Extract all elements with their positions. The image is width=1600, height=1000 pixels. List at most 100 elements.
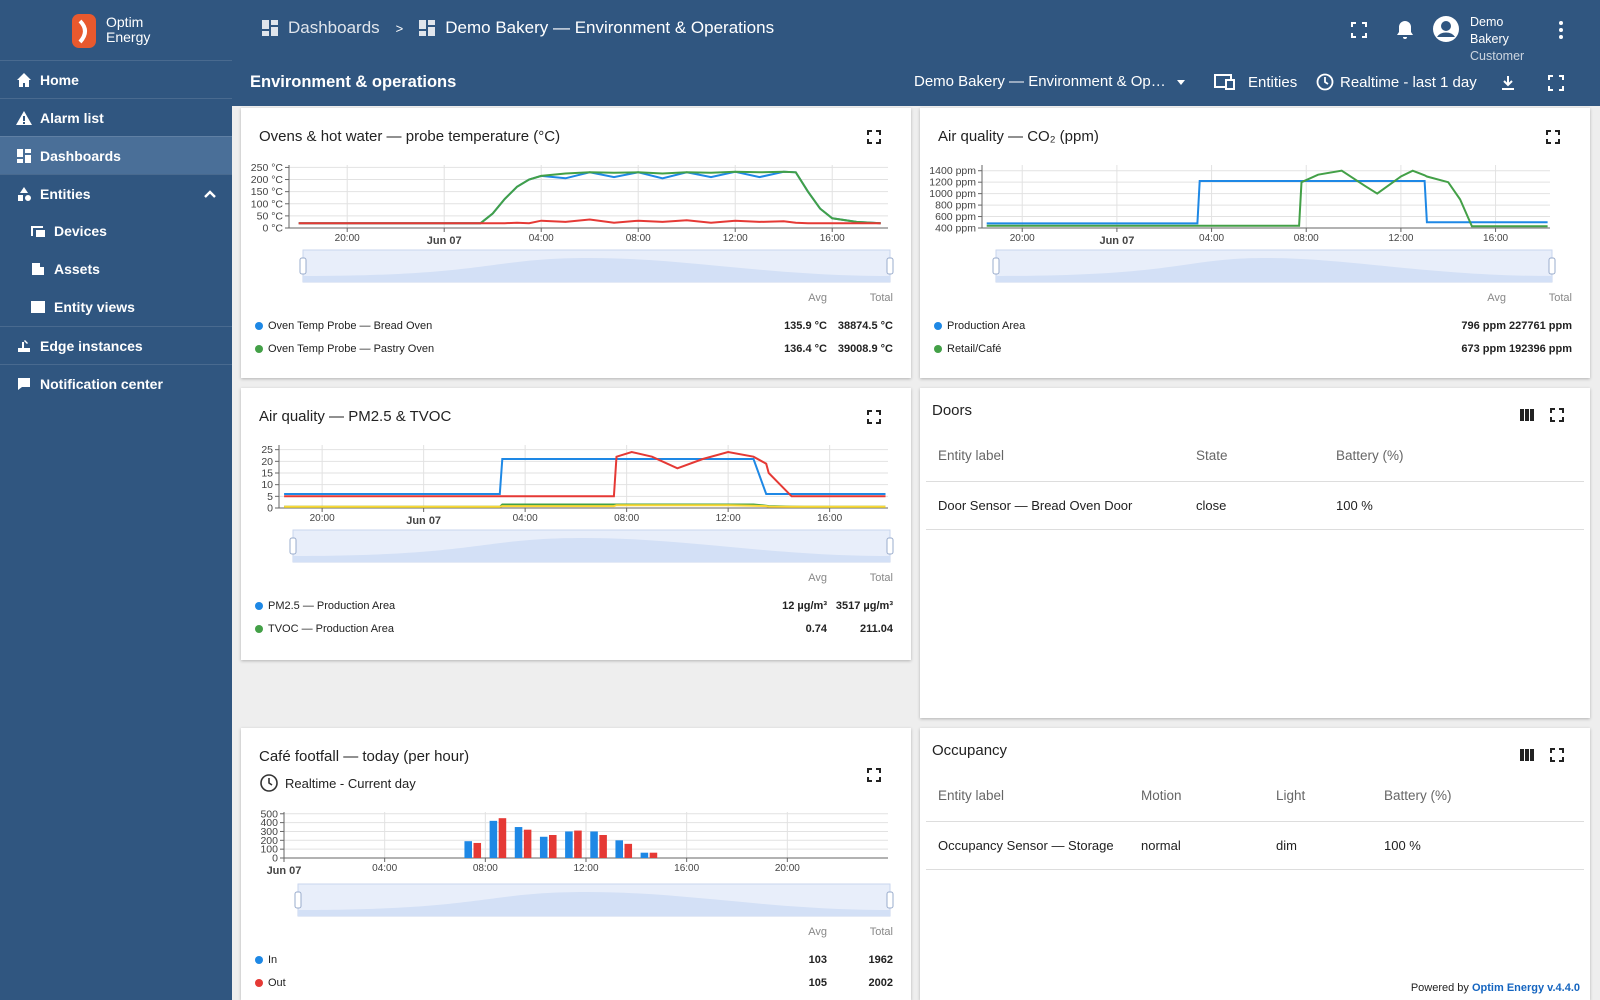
legend-item[interactable]: Production Area: [934, 320, 1025, 332]
menu-item[interactable]: Alarm list: [0, 98, 232, 136]
legend-item[interactable]: Out: [255, 977, 286, 989]
navigator-handle[interactable]: [294, 891, 302, 909]
expand-button[interactable]: [1550, 408, 1564, 422]
logo-text: Optim: [106, 14, 143, 30]
menu-item[interactable]: Home: [0, 60, 232, 98]
navigator-handle[interactable]: [1548, 257, 1556, 275]
navigator-handle[interactable]: [886, 891, 894, 909]
menu-item[interactable]: Assets: [0, 250, 232, 288]
table-widget: Doors Entity label State Battery (%) Door Se…: [920, 388, 1590, 718]
menu-item[interactable]: Dashboards: [0, 136, 232, 174]
x-tick-label: 04:00: [529, 233, 554, 244]
legend-total: 211.04: [859, 623, 893, 635]
menu-label: Home: [40, 71, 79, 88]
timewindow: Realtime - Current day: [259, 773, 416, 793]
bar: [539, 836, 548, 858]
more-button[interactable]: [1558, 20, 1564, 40]
y-tick-label: 20: [261, 456, 273, 468]
legend-item[interactable]: PM2.5 — Production Area: [255, 600, 395, 612]
navigator-handle[interactable]: [289, 537, 297, 555]
table-header: Entity label State Battery (%): [926, 438, 1584, 482]
state-select[interactable]: Demo Bakery — Environment & Op…: [914, 73, 1190, 90]
notifications-button[interactable]: [1396, 20, 1414, 40]
y-tick-label: 15: [261, 468, 273, 480]
legend-item[interactable]: Oven Temp Probe — Pastry Oven: [255, 343, 434, 355]
navigator-handle[interactable]: [886, 537, 894, 555]
column-header[interactable]: Entity label: [938, 448, 1005, 463]
y-tick-label: 150 °C: [251, 186, 284, 198]
logo-text: Energy: [106, 29, 150, 45]
column-header[interactable]: Entity label: [938, 788, 1005, 803]
column-header[interactable]: Motion: [1141, 788, 1182, 803]
avatar[interactable]: [1432, 15, 1460, 43]
expand-button[interactable]: [1550, 748, 1564, 762]
x-tick-label: 12:00: [573, 863, 598, 874]
fullscreen-button[interactable]: [1351, 22, 1367, 38]
columns-button[interactable]: [1520, 408, 1534, 422]
table-row[interactable]: Door Sensor — Bread Oven Door close 100 %: [926, 482, 1584, 530]
bar: [574, 830, 582, 858]
icon-shape: [31, 226, 45, 237]
x-tick-label: 16:00: [820, 233, 845, 244]
menu-item[interactable]: Entities: [0, 174, 232, 212]
icon-shape: [1520, 749, 1534, 761]
timewindow-button[interactable]: Realtime - last 1 day: [1316, 73, 1477, 91]
columns-button[interactable]: [1520, 748, 1534, 762]
x-tick-label: Jun 07: [1099, 235, 1134, 247]
legend-dot: [255, 979, 263, 987]
legend-header: Total: [869, 292, 893, 304]
entities-button[interactable]: Entities: [1214, 73, 1297, 91]
bar: [599, 835, 607, 858]
legend-dot: [255, 602, 263, 610]
user-info[interactable]: Demo Bakery Customer: [1470, 14, 1524, 65]
bar: [464, 841, 472, 858]
menu-label: Entities: [40, 185, 91, 202]
expand-button[interactable]: [1546, 130, 1560, 144]
widget-title: Café footfall — today (per hour): [259, 748, 470, 765]
breadcrumb-item[interactable]: Dashboards: [288, 18, 380, 37]
legend-item[interactable]: TVOC — Production Area: [255, 623, 394, 635]
expand-button[interactable]: [867, 130, 881, 144]
column-header[interactable]: Battery (%): [1384, 788, 1452, 803]
column-header[interactable]: Light: [1276, 788, 1306, 803]
download-button[interactable]: [1500, 75, 1516, 91]
menu-item[interactable]: Notification center: [0, 364, 232, 402]
legend-item[interactable]: Oven Temp Probe — Bread Oven: [255, 320, 432, 332]
breadcrumb-sep: >: [395, 20, 404, 36]
x-tick-label: 04:00: [513, 513, 538, 524]
brand[interactable]: Optim Energy v.4.4.0: [1471, 982, 1580, 994]
icon: [17, 72, 31, 87]
icon-shape: [1546, 130, 1560, 144]
menu-item[interactable]: Devices: [0, 212, 232, 250]
y-tick-label: 0: [267, 503, 273, 515]
y-tick-label: 0 °C: [262, 223, 283, 235]
navigator-handle[interactable]: [299, 257, 307, 275]
fullscreen-button[interactable]: [1548, 75, 1564, 91]
x-tick-label: 12:00: [1388, 233, 1413, 244]
table-cell: 100 %: [1384, 838, 1421, 853]
legend-total: 3517 µg/m³: [835, 600, 893, 612]
legend-avg: 12 µg/m³: [782, 600, 827, 612]
table-row[interactable]: Occupancy Sensor — Storage normal dim 100 %: [926, 822, 1584, 870]
icon-shape: [1550, 748, 1564, 762]
navigator-handle[interactable]: [992, 257, 1000, 275]
legend-header: Total: [1548, 292, 1572, 304]
legend-item[interactable]: In: [255, 954, 277, 966]
menu-item[interactable]: Entity views: [0, 288, 232, 326]
menu-item[interactable]: Edge instances: [0, 326, 232, 364]
navigator-handle[interactable]: [886, 257, 894, 275]
bar: [498, 818, 507, 858]
navigator-shape: [996, 258, 1552, 282]
y-tick-label: 100 °C: [251, 198, 284, 210]
column-header[interactable]: Battery (%): [1336, 448, 1404, 463]
expand-button[interactable]: [867, 410, 881, 424]
y-tick-label: 50 °C: [257, 210, 284, 222]
legend-avg: 135.9 °C: [784, 320, 827, 332]
expand-button[interactable]: [867, 768, 881, 782]
legend-dot: [255, 625, 263, 633]
column-header[interactable]: State: [1196, 448, 1228, 463]
legend-item[interactable]: Retail/Café: [934, 343, 1001, 355]
legend-label: Out: [268, 977, 286, 989]
line-series: [284, 450, 886, 498]
